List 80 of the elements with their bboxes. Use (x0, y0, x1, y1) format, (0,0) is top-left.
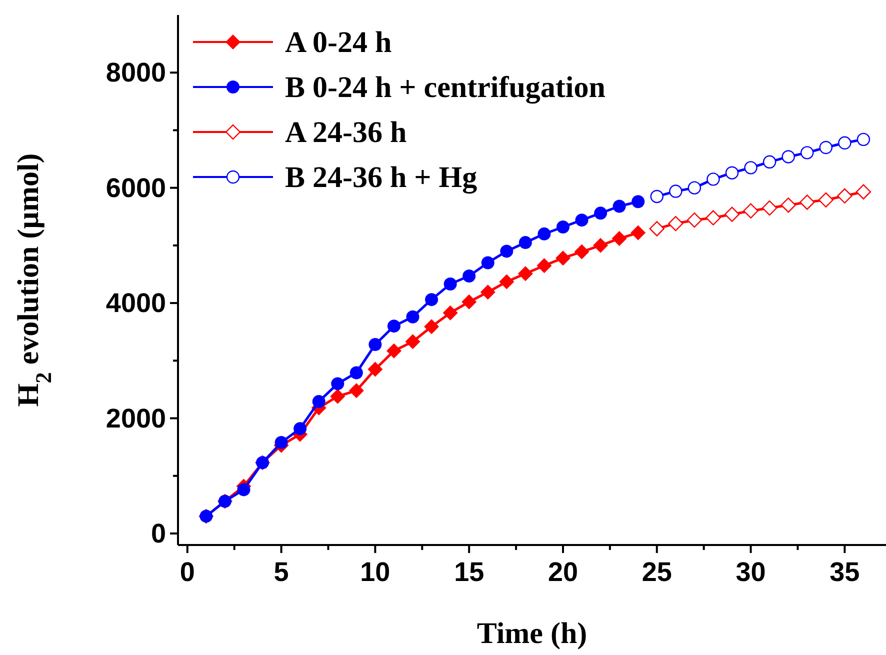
point (724, 206, 740, 222)
point (444, 278, 457, 291)
point (480, 284, 496, 300)
point (818, 192, 834, 208)
point (387, 320, 400, 333)
point (594, 206, 608, 220)
point (481, 256, 494, 270)
x-tick-label: 20 (548, 557, 578, 587)
point (856, 132, 870, 146)
point (556, 220, 570, 234)
point (348, 383, 364, 398)
point (819, 140, 833, 154)
point (574, 244, 590, 260)
point (274, 436, 288, 449)
x-tick-label: 30 (736, 557, 766, 587)
x-tick-label: 5 (274, 557, 289, 587)
point (350, 366, 363, 380)
y-tick-label: 6000 (106, 172, 166, 203)
point (706, 172, 720, 186)
x-tick-label: 25 (642, 557, 672, 587)
point (612, 231, 627, 246)
point (518, 266, 533, 282)
point (856, 184, 872, 200)
x-tick-label: 35 (830, 557, 860, 587)
y-tick-label: 4000 (106, 288, 166, 318)
point (688, 181, 702, 194)
y-tick-label: 2000 (106, 403, 166, 434)
point (294, 422, 307, 436)
point (237, 483, 250, 496)
legend-label: B 24-36 h + Hg (285, 161, 478, 194)
y-tick-label: 0 (150, 518, 166, 548)
point (593, 238, 608, 253)
point (330, 388, 346, 404)
point (649, 221, 664, 236)
point (762, 155, 776, 168)
point (462, 294, 477, 310)
x-tick-label: 15 (454, 557, 484, 587)
point (668, 216, 684, 232)
point (386, 343, 402, 358)
point (612, 200, 626, 213)
point (725, 166, 739, 180)
point (686, 212, 702, 228)
point (632, 195, 645, 208)
point (500, 244, 514, 258)
y-tick-label: 8000 (106, 58, 166, 88)
legend-label: A 24-36 h (285, 116, 407, 149)
point (669, 184, 682, 198)
point (706, 210, 721, 226)
point (630, 225, 646, 240)
point (744, 161, 758, 174)
point (462, 269, 476, 282)
point (838, 136, 852, 150)
point (518, 236, 532, 250)
point (405, 334, 420, 350)
point (312, 395, 326, 408)
point (499, 274, 514, 290)
point (800, 146, 814, 160)
legend-label: A 0-24 h (285, 26, 392, 59)
point (368, 338, 382, 352)
point (368, 362, 383, 377)
x-tick-label: 10 (360, 557, 390, 587)
point (406, 310, 420, 324)
point (782, 150, 795, 164)
x-axis-title: Time (h) (476, 617, 588, 650)
point (442, 305, 458, 320)
point (425, 293, 438, 306)
point (743, 203, 758, 218)
point (536, 258, 552, 274)
point (424, 319, 440, 334)
point (538, 227, 551, 240)
legend-label: B 0-24 h + centrifugation (285, 71, 606, 104)
point (800, 194, 815, 210)
point (762, 200, 778, 216)
x-tick-label: 0 (180, 557, 195, 587)
point (575, 214, 588, 227)
point (780, 198, 796, 213)
point (555, 250, 570, 266)
point (837, 188, 852, 204)
point (650, 190, 664, 204)
point (331, 377, 344, 390)
